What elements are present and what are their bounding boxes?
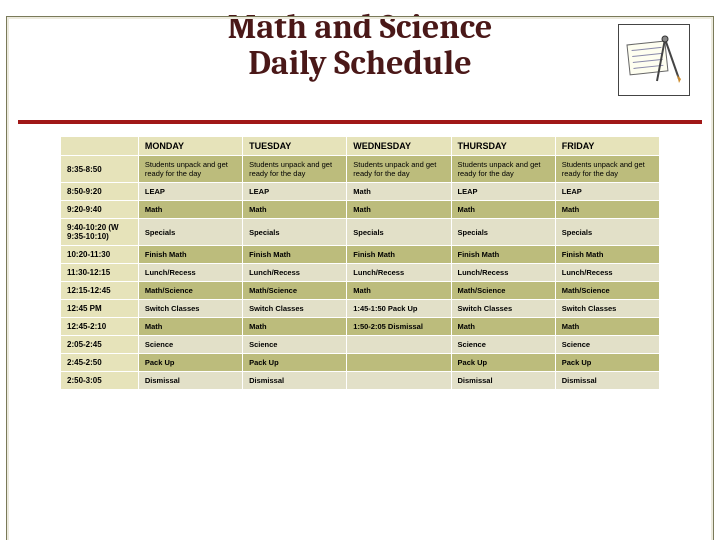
schedule-cell	[347, 354, 451, 372]
schedule-cell: LEAP	[138, 183, 242, 201]
schedule-cell: Students unpack and get ready for the da…	[451, 156, 555, 183]
schedule-cell: Dismissal	[243, 372, 347, 390]
table-row: 12:45 PMSwitch ClassesSwitch Classes1:45…	[61, 300, 660, 318]
notebook-compass-icon	[618, 24, 690, 96]
title-line1: Math and Science	[228, 7, 493, 47]
schedule-cell: Math/Science	[243, 282, 347, 300]
schedule-cell: Math	[451, 201, 555, 219]
schedule-cell: Lunch/Recess	[138, 264, 242, 282]
schedule-cell: Students unpack and get ready for the da…	[555, 156, 659, 183]
table-row: 12:15-12:45Math/ScienceMath/ScienceMathM…	[61, 282, 660, 300]
time-cell: 2:50-3:05	[61, 372, 139, 390]
schedule-cell: Math	[451, 318, 555, 336]
table-row: 12:45-2:10MathMath1:50-2:05 DismissalMat…	[61, 318, 660, 336]
header-thu: THURSDAY	[451, 137, 555, 156]
schedule-cell: Switch Classes	[451, 300, 555, 318]
time-cell: 12:15-12:45	[61, 282, 139, 300]
time-cell: 9:40-10:20 (W 9:35-10:10)	[61, 219, 139, 246]
schedule-cell: Math/Science	[451, 282, 555, 300]
table-row: 2:05-2:45ScienceScienceScienceScience	[61, 336, 660, 354]
schedule-cell: Lunch/Recess	[243, 264, 347, 282]
table-row: 9:20-9:40MathMathMathMathMath	[61, 201, 660, 219]
schedule-cell: LEAP	[243, 183, 347, 201]
schedule-cell: Finish Math	[243, 246, 347, 264]
schedule-cell: 1:45-1:50 Pack Up	[347, 300, 451, 318]
table-row: 2:45-2:50Pack UpPack UpPack UpPack Up	[61, 354, 660, 372]
header-fri: FRIDAY	[555, 137, 659, 156]
schedule-cell: Finish Math	[138, 246, 242, 264]
schedule-cell: Students unpack and get ready for the da…	[347, 156, 451, 183]
time-cell: 12:45-2:10	[61, 318, 139, 336]
schedule-cell: Finish Math	[451, 246, 555, 264]
table-row: 10:20-11:30Finish MathFinish MathFinish …	[61, 246, 660, 264]
schedule-cell: Switch Classes	[555, 300, 659, 318]
horizontal-rule	[18, 120, 702, 124]
schedule-cell: Pack Up	[555, 354, 659, 372]
schedule-cell: Specials	[347, 219, 451, 246]
schedule-cell: Math	[347, 282, 451, 300]
schedule-cell: Switch Classes	[243, 300, 347, 318]
schedule-cell: Math	[555, 318, 659, 336]
time-cell: 9:20-9:40	[61, 201, 139, 219]
schedule-cell: Math	[555, 201, 659, 219]
table-row: 8:50-9:20LEAPLEAPMathLEAPLEAP	[61, 183, 660, 201]
schedule-cell: Math	[243, 318, 347, 336]
page-title: Math and Science Daily Schedule	[0, 10, 720, 81]
header-blank	[61, 137, 139, 156]
schedule-cell: Math	[243, 201, 347, 219]
time-cell: 10:20-11:30	[61, 246, 139, 264]
schedule-cell: 1:50-2:05 Dismissal	[347, 318, 451, 336]
table-row: 8:35-8:50Students unpack and get ready f…	[61, 156, 660, 183]
schedule-cell: LEAP	[451, 183, 555, 201]
table-row: 2:50-3:05DismissalDismissalDismissalDism…	[61, 372, 660, 390]
schedule-cell: Math/Science	[138, 282, 242, 300]
time-cell: 8:35-8:50	[61, 156, 139, 183]
schedule-cell: Specials	[555, 219, 659, 246]
schedule-cell: Lunch/Recess	[347, 264, 451, 282]
schedule-cell: Science	[243, 336, 347, 354]
time-cell: 11:30-12:15	[61, 264, 139, 282]
schedule-cell: Switch Classes	[138, 300, 242, 318]
header-wed: WEDNESDAY	[347, 137, 451, 156]
table-row: 11:30-12:15Lunch/RecessLunch/RecessLunch…	[61, 264, 660, 282]
schedule-cell: Math	[138, 318, 242, 336]
schedule-table: MONDAY TUESDAY WEDNESDAY THURSDAY FRIDAY…	[60, 136, 660, 390]
schedule-cell: Students unpack and get ready for the da…	[243, 156, 347, 183]
header-mon: MONDAY	[138, 137, 242, 156]
schedule-cell: Lunch/Recess	[555, 264, 659, 282]
schedule-cell: Math	[347, 201, 451, 219]
schedule-cell: Specials	[451, 219, 555, 246]
schedule-cell: Finish Math	[347, 246, 451, 264]
schedule-cell: Math	[347, 183, 451, 201]
schedule-cell: Specials	[138, 219, 242, 246]
schedule-cell	[347, 372, 451, 390]
schedule-cell: Pack Up	[243, 354, 347, 372]
title-line2: Daily Schedule	[248, 43, 471, 83]
schedule-cell: Pack Up	[138, 354, 242, 372]
schedule-cell: Science	[451, 336, 555, 354]
schedule-cell: Math	[138, 201, 242, 219]
schedule-cell: Dismissal	[138, 372, 242, 390]
header-tue: TUESDAY	[243, 137, 347, 156]
time-cell: 8:50-9:20	[61, 183, 139, 201]
table-row: 9:40-10:20 (W 9:35-10:10)SpecialsSpecial…	[61, 219, 660, 246]
schedule-cell: Science	[555, 336, 659, 354]
schedule-cell: Specials	[243, 219, 347, 246]
schedule-cell: Students unpack and get ready for the da…	[138, 156, 242, 183]
header-row: MONDAY TUESDAY WEDNESDAY THURSDAY FRIDAY	[61, 137, 660, 156]
schedule-cell: Math/Science	[555, 282, 659, 300]
time-cell: 2:05-2:45	[61, 336, 139, 354]
time-cell: 2:45-2:50	[61, 354, 139, 372]
time-cell: 12:45 PM	[61, 300, 139, 318]
schedule-table-wrap: MONDAY TUESDAY WEDNESDAY THURSDAY FRIDAY…	[60, 136, 660, 390]
schedule-cell: Lunch/Recess	[451, 264, 555, 282]
schedule-cell: Dismissal	[555, 372, 659, 390]
schedule-cell	[347, 336, 451, 354]
schedule-cell: LEAP	[555, 183, 659, 201]
schedule-cell: Pack Up	[451, 354, 555, 372]
schedule-cell: Dismissal	[451, 372, 555, 390]
schedule-cell: Finish Math	[555, 246, 659, 264]
schedule-cell: Science	[138, 336, 242, 354]
